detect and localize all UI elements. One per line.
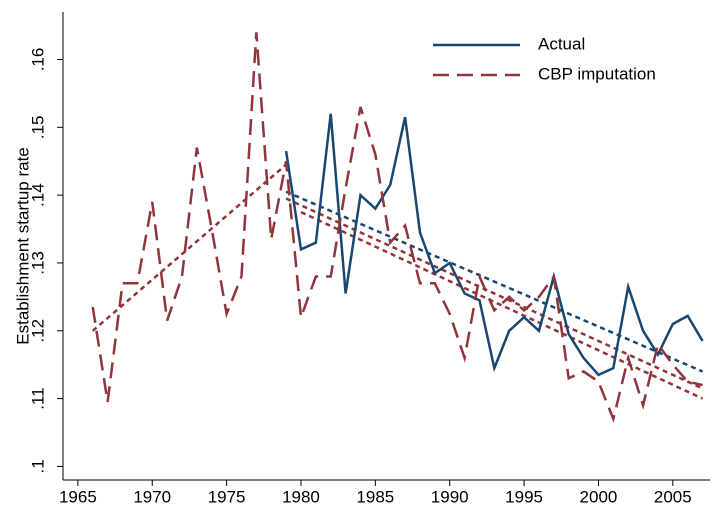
x-tick-label: 2005 (654, 487, 692, 506)
x-tick-label: 1970 (133, 487, 171, 506)
x-tick-label: 1990 (431, 487, 469, 506)
x-tick-label: 1985 (356, 487, 394, 506)
y-tick-label: .14 (28, 183, 47, 207)
y-tick-label: .16 (28, 48, 47, 72)
legend-label: Actual (538, 34, 585, 53)
x-tick-label: 1980 (282, 487, 320, 506)
y-tick-label: .12 (28, 319, 47, 343)
series-line (91, 32, 703, 424)
x-tick-label: 1995 (505, 487, 543, 506)
x-tick-label: 1965 (59, 487, 97, 506)
series-line (284, 113, 704, 377)
trend-line (285, 197, 704, 390)
x-tick-label: 1975 (208, 487, 246, 506)
y-tick-label: .11 (28, 387, 47, 409)
y-tick-label: .13 (28, 251, 47, 275)
trend-line (91, 163, 287, 332)
y-tick-label: .1 (28, 459, 47, 473)
trend-line (300, 210, 704, 400)
y-tick-label: .15 (28, 115, 47, 139)
y-axis-label: Establishment startup rate (13, 147, 32, 344)
legend-label: CBP imputation (538, 64, 656, 83)
x-tick-label: 2000 (580, 487, 618, 506)
